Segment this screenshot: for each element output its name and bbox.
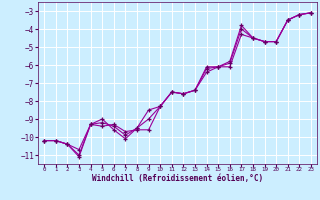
X-axis label: Windchill (Refroidissement éolien,°C): Windchill (Refroidissement éolien,°C) bbox=[92, 174, 263, 183]
